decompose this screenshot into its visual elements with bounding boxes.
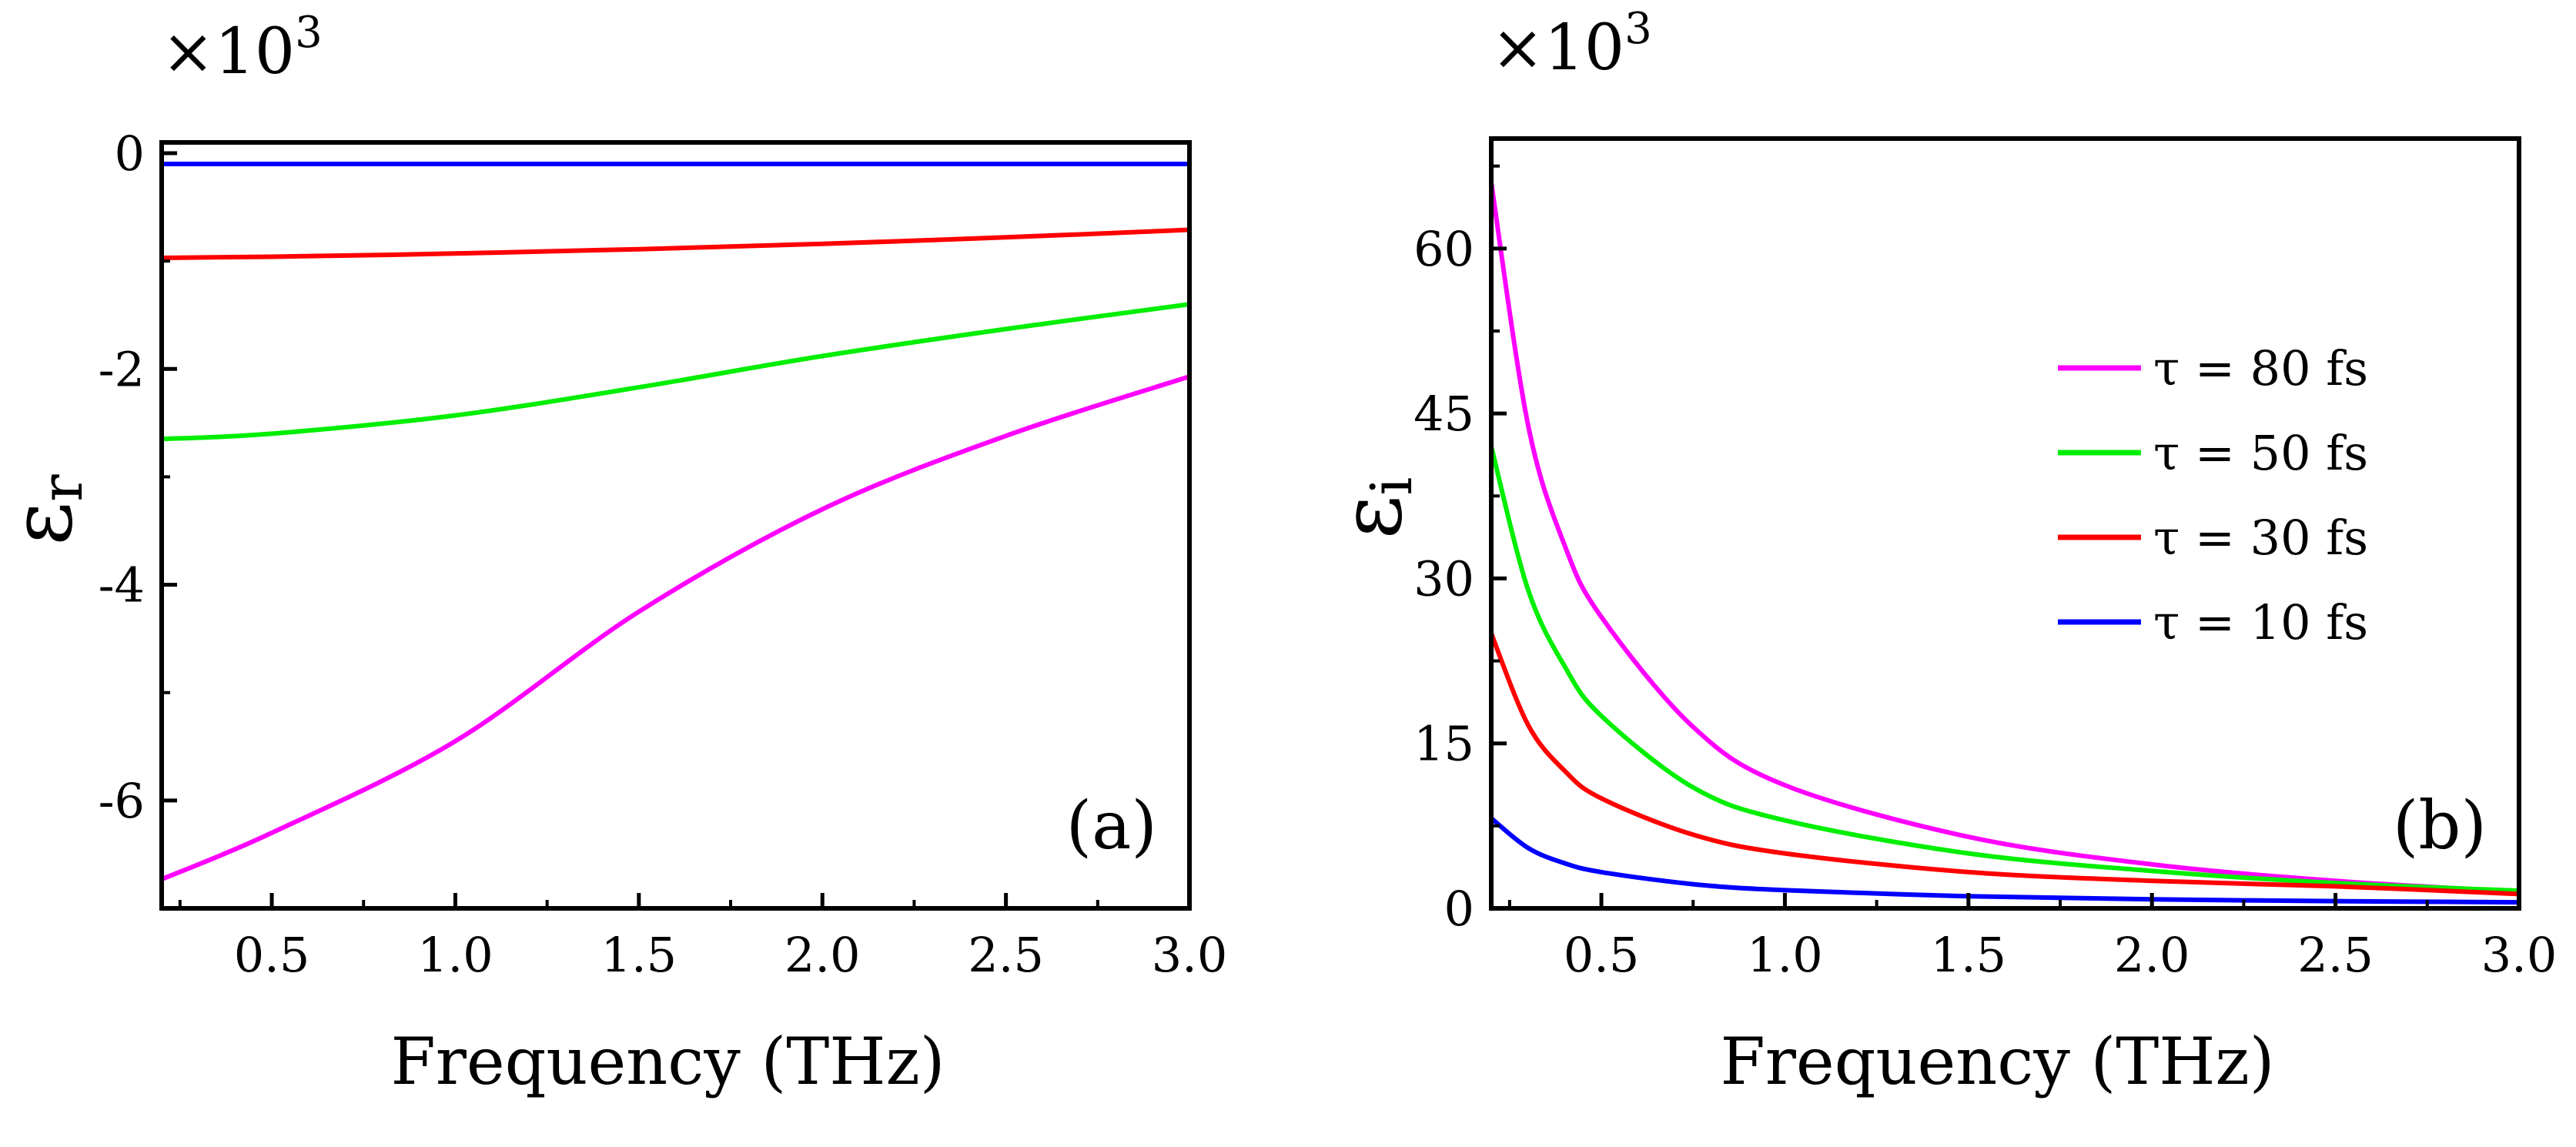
chart-b-series-group — [1491, 180, 2519, 905]
chart-b-multiplier: ×103 — [1491, 4, 1652, 85]
chart-a-y-axis-title-subscript: r — [29, 474, 95, 502]
chart-a-multiplier: ×103 — [162, 8, 323, 89]
chart-a-xtick-label-2: 1.5 — [601, 927, 677, 983]
chart-b-xtick-label-2: 1.5 — [1931, 927, 2007, 983]
chart-b-plot-frame — [1489, 136, 2521, 911]
chart-b-series-line-2 — [1491, 630, 2519, 897]
chart-b-series-line-3 — [1491, 815, 2519, 905]
chart-a-ytick-label-3: 0 — [115, 125, 145, 182]
chart-a-xtick-label-1: 1.0 — [417, 927, 493, 983]
chart-a-y-axis-title: εr — [0, 474, 95, 546]
chart-b-xtick-label-0: 0.5 — [1564, 927, 1640, 983]
chart-b-x-axis-title: Frequency (THz) — [1720, 1024, 2274, 1099]
chart-b-ytick-label-2: 30 — [1413, 550, 1474, 607]
chart-b-legend-label-1: τ = 50 fs — [2153, 425, 2368, 481]
chart-b-ytick-label-1: 15 — [1413, 716, 1474, 772]
chart-b-legend-label-2: τ = 30 fs — [2153, 510, 2368, 566]
chart-a-series-line-2 — [162, 227, 1189, 260]
chart-a-xtick-label-4: 2.5 — [968, 927, 1044, 983]
chart-b-xtick-label-1: 1.0 — [1747, 927, 1823, 983]
chart-a-series-group — [162, 161, 1189, 882]
chart-b-ytick-label-3: 45 — [1413, 386, 1474, 442]
chart-a-xtick-label-3: 2.0 — [785, 927, 861, 983]
chart-a-multiplier-base: ×10 — [162, 15, 295, 89]
chart-a-x-axis-title: Frequency (THz) — [390, 1024, 945, 1099]
chart-b-multiplier-base: ×10 — [1491, 12, 1624, 85]
chart-a-ytick-label-0: -6 — [99, 773, 145, 829]
chart-b-xtick-label-4: 2.5 — [2297, 927, 2374, 983]
chart-a-series-line-0 — [162, 374, 1189, 882]
chart-b-multiplier-exponent: 3 — [1624, 4, 1652, 54]
chart-b-y-axis-title-symbol: ε — [1322, 495, 1420, 539]
chart-a: 0.5 1.0 1.5 2.0 2.5 3.0 -6 -4 -2 0 Frequency (THz)… — [0, 8, 1227, 1099]
chart-a-xtick-label-5: 3.0 — [1152, 927, 1228, 983]
chart-b-xtick-label-5: 3.0 — [2481, 927, 2558, 983]
chart-a-y-axis-title-symbol: ε — [0, 502, 91, 546]
chart-a-series-line-1 — [162, 302, 1189, 442]
chart-b-ytick-label-4: 60 — [1413, 221, 1474, 277]
chart-b-series-line-1 — [1491, 444, 2519, 894]
chart-b-y-axis-title: εi — [1322, 477, 1425, 540]
chart-a-ytick-label-1: -4 — [99, 557, 145, 614]
chart-b-y-axis-title-subscript: i — [1359, 477, 1425, 496]
chart-b-legend-label-3: τ = 10 fs — [2153, 594, 2368, 650]
chart-a-panel-label: (a) — [1066, 788, 1157, 864]
chart-b-series-line-0 — [1491, 180, 2519, 895]
chart-a-ytick-label-2: -2 — [99, 341, 145, 397]
chart-b-panel-label: (b) — [2393, 788, 2487, 864]
chart-b-legend: τ = 80 fs τ = 50 fs τ = 30 fs τ = 10 fs — [2058, 340, 2368, 650]
chart-b-legend-label-0: τ = 80 fs — [2153, 340, 2368, 396]
chart-b: 0.5 1.0 1.5 2.0 2.5 3.0 0 15 30 45 60 Frequency (TH… — [1322, 4, 2557, 1099]
chart-a-plot-frame — [159, 140, 1192, 911]
chart-a-multiplier-exponent: 3 — [295, 8, 323, 58]
chart-b-ytick-label-0: 0 — [1444, 881, 1474, 937]
chart-b-xtick-label-3: 2.0 — [2114, 927, 2190, 983]
chart-a-xtick-label-0: 0.5 — [234, 927, 310, 983]
